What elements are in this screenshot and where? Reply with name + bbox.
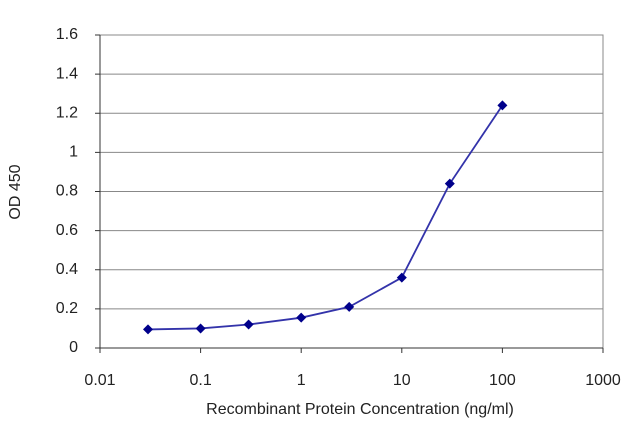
x-tick-label: 100 bbox=[489, 372, 516, 389]
y-tick-label: 1.6 bbox=[56, 26, 78, 43]
x-tick-label: 0.01 bbox=[84, 372, 115, 389]
x-axis-label: Recombinant Protein Concentration (ng/ml… bbox=[206, 401, 514, 418]
y-tick-label: 1.2 bbox=[56, 104, 78, 121]
data-point bbox=[195, 323, 206, 334]
y-tick-label: 0.6 bbox=[56, 222, 78, 239]
x-tick-label: 0.1 bbox=[189, 372, 211, 389]
data-point bbox=[344, 301, 355, 312]
data-point bbox=[444, 178, 455, 189]
y-tick-label: 0.2 bbox=[56, 300, 78, 317]
data-point bbox=[296, 312, 307, 323]
y-axis-label: OD 450 bbox=[7, 164, 24, 219]
y-tick-label: 0.4 bbox=[56, 261, 78, 278]
x-tick-label: 10 bbox=[393, 372, 411, 389]
data-point bbox=[396, 272, 407, 283]
x-tick-label: 1 bbox=[297, 372, 306, 389]
data-line bbox=[147, 104, 504, 331]
data-point bbox=[142, 324, 153, 335]
x-tick-label: 1000 bbox=[585, 372, 621, 389]
y-tick-label: 1 bbox=[69, 144, 78, 161]
data-point bbox=[497, 100, 508, 111]
data-point bbox=[243, 319, 254, 330]
y-tick-label: 0.8 bbox=[56, 183, 78, 200]
y-tick-label: 1.4 bbox=[56, 65, 78, 82]
y-tick-label: 0 bbox=[69, 339, 78, 356]
